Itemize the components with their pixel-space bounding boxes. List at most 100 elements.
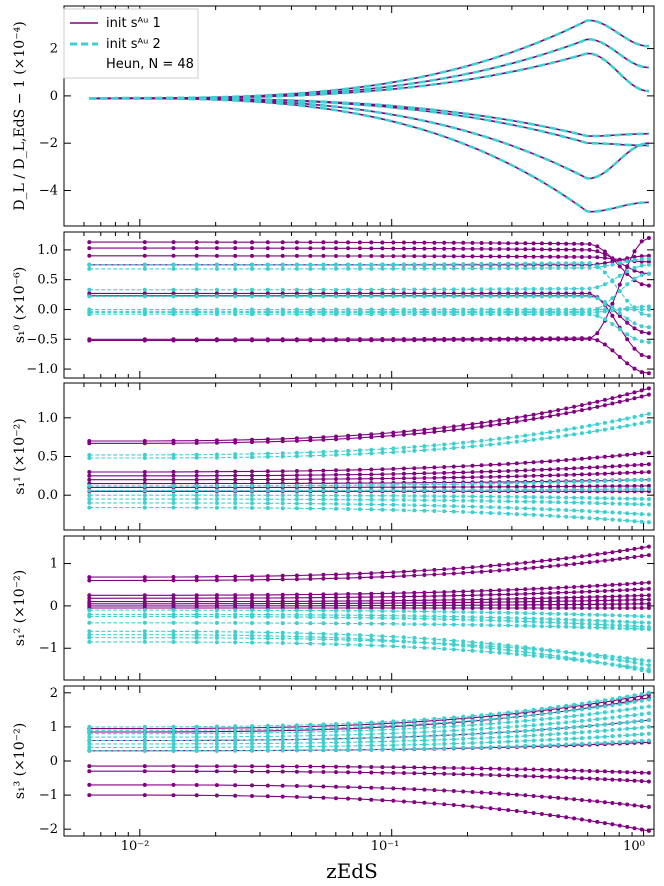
series-2-point xyxy=(265,614,270,619)
series-2-point xyxy=(391,747,396,752)
series-2-point xyxy=(523,261,528,266)
series-2-point xyxy=(539,431,544,436)
series-1-point xyxy=(556,585,561,590)
series-1-point xyxy=(572,466,577,471)
series-1-point xyxy=(556,467,561,471)
series-1-point xyxy=(497,592,502,597)
series-1-point xyxy=(369,770,374,775)
series-2-point xyxy=(391,621,396,626)
series-1-point xyxy=(280,439,285,444)
x-tick-label-2: 10⁰ xyxy=(623,839,645,854)
series-2-point xyxy=(321,641,326,646)
series-1-point xyxy=(401,799,406,804)
series-1-point xyxy=(488,484,493,489)
series-2-point xyxy=(194,294,199,299)
series-1-point xyxy=(470,254,475,259)
series-2-point xyxy=(308,722,313,727)
series-1-point xyxy=(523,254,528,259)
series-1-point xyxy=(632,803,637,808)
series-1-point xyxy=(346,240,351,245)
series-1-point xyxy=(506,567,511,572)
series-2-point xyxy=(523,487,528,492)
series-2-point xyxy=(587,500,592,505)
series-1-point xyxy=(564,556,569,561)
series-2-point xyxy=(432,733,437,738)
series-2-point xyxy=(470,262,475,266)
series-1-point xyxy=(564,337,569,342)
series-2-point xyxy=(142,635,147,640)
series-2-point xyxy=(506,499,511,504)
series-2-point xyxy=(595,618,600,623)
series-1-point xyxy=(294,438,299,443)
series-2-point xyxy=(548,312,553,317)
series-1-point xyxy=(531,767,536,772)
series-1-point xyxy=(87,441,92,446)
series-2-point xyxy=(514,714,519,719)
series-2-point xyxy=(497,494,502,499)
series-2-point xyxy=(380,723,385,728)
series-1-point xyxy=(617,399,622,404)
series-2-point xyxy=(470,615,475,620)
series-2-curve-3 xyxy=(89,705,649,735)
series-2-point xyxy=(87,488,92,493)
series-2-point xyxy=(470,741,475,745)
series-2-point xyxy=(531,309,536,314)
series-2-point xyxy=(357,747,362,752)
series-2-point xyxy=(506,610,511,615)
series-2-point xyxy=(514,294,519,299)
series-1-point xyxy=(294,577,299,582)
series-2-point xyxy=(171,505,176,510)
series-1-point xyxy=(321,240,326,245)
series-1-point xyxy=(572,337,577,342)
series-2-point xyxy=(514,646,519,650)
series-2-point xyxy=(617,619,622,624)
series-2-point xyxy=(523,728,528,733)
x-axis-label: zEdS xyxy=(326,859,378,883)
series-2-point xyxy=(523,433,528,438)
series-2-point xyxy=(572,479,577,484)
series-2-point xyxy=(523,646,528,651)
series-2-point xyxy=(412,508,417,513)
series-1-point xyxy=(539,484,544,489)
series-1-point xyxy=(488,337,493,342)
series-1-point xyxy=(506,474,511,479)
series-1-point xyxy=(470,593,475,598)
series-1-point xyxy=(451,424,456,429)
series-1-point xyxy=(265,592,270,597)
series-1-point xyxy=(572,241,577,246)
series-1-point xyxy=(479,790,484,795)
series-1-point xyxy=(391,430,396,435)
series-2-point xyxy=(625,316,630,321)
series-2-point xyxy=(401,609,406,614)
series-1-point xyxy=(625,470,630,475)
series-2-point xyxy=(506,734,511,739)
series-2-point xyxy=(572,650,577,655)
series-1-point xyxy=(602,454,607,459)
series-2-point xyxy=(523,623,528,628)
series-1-point xyxy=(488,423,493,428)
series-1-point xyxy=(514,461,519,466)
series-1-point xyxy=(321,603,326,608)
series-1-point xyxy=(461,426,466,431)
series-2-point xyxy=(639,304,644,309)
series-1-point xyxy=(625,463,630,468)
series-2-point xyxy=(564,294,569,299)
series-2-point xyxy=(617,273,622,278)
series-2-point xyxy=(523,512,528,517)
series-1-point xyxy=(531,468,536,472)
series-2-point xyxy=(539,738,544,743)
series-2-point xyxy=(572,515,577,520)
series-2-point xyxy=(171,748,176,753)
series-2-point xyxy=(539,495,544,500)
series-1-point xyxy=(632,587,637,592)
series-2-point xyxy=(87,453,92,457)
series-2-point xyxy=(308,637,313,642)
series-1-point xyxy=(625,602,630,606)
series-2-point xyxy=(294,608,299,613)
series-1-point xyxy=(308,246,313,251)
series-2-point xyxy=(579,713,584,718)
series-2-point xyxy=(470,309,475,314)
series-2-point xyxy=(625,496,630,501)
series-2-point xyxy=(401,498,406,502)
series-1-point xyxy=(432,771,437,776)
